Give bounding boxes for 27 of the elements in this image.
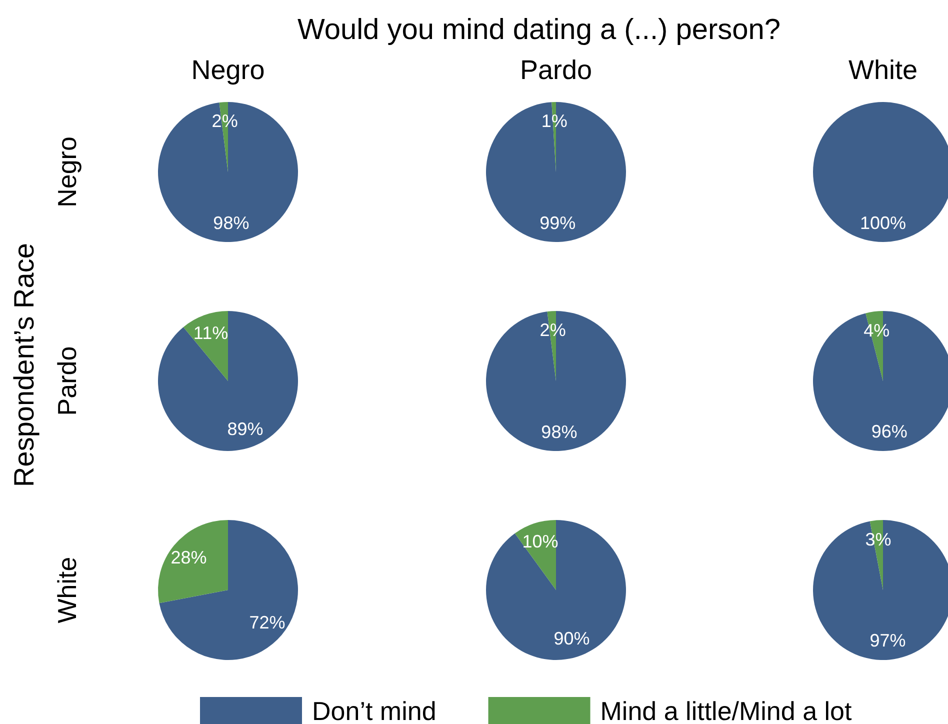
data-label: 10%	[522, 532, 558, 552]
chart-title: White	[848, 55, 918, 85]
data-label: 100%	[860, 212, 906, 233]
text: Would you mind dating a (...) person?	[297, 14, 781, 46]
data-label: 4%	[864, 320, 890, 340]
data-label: 1%	[541, 111, 568, 132]
text: Pardo	[52, 346, 82, 416]
legend-label: Don’t mind	[312, 696, 436, 724]
data-label: 97%	[870, 630, 906, 651]
data-label: 90%	[554, 628, 590, 648]
text: Negro	[52, 136, 82, 208]
data-label: 2%	[212, 111, 238, 132]
data-label: 98%	[213, 212, 250, 233]
data-label: 28%	[170, 548, 207, 568]
text: Respondent’s Race	[8, 243, 40, 487]
chart-title: Negro	[191, 55, 265, 85]
text: White	[52, 556, 82, 624]
data-label: 3%	[865, 529, 892, 550]
chart-title: Pardo	[520, 55, 592, 85]
data-label: 99%	[540, 212, 576, 233]
data-label: 89%	[227, 418, 264, 439]
data-label: 98%	[541, 422, 578, 442]
data-label: 2%	[540, 320, 566, 340]
data-label: 96%	[871, 422, 908, 442]
legend-label: Mind a little/Mind a lot	[600, 696, 852, 724]
data-label: 11%	[193, 323, 228, 344]
data-label: 72%	[249, 612, 286, 632]
